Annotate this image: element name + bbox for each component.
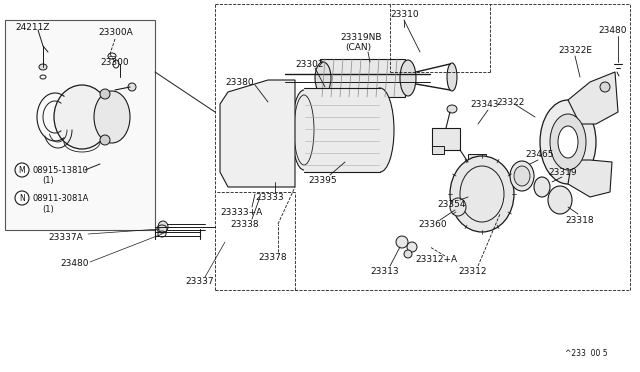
Text: 23337A: 23337A <box>48 232 83 241</box>
Ellipse shape <box>242 131 248 137</box>
Text: 23465: 23465 <box>525 150 554 158</box>
Text: (CAN): (CAN) <box>345 42 371 51</box>
Text: M: M <box>19 166 26 174</box>
Polygon shape <box>568 160 612 197</box>
Bar <box>468 154 486 168</box>
Bar <box>304 88 380 172</box>
Text: 23322: 23322 <box>496 97 524 106</box>
Text: 23378: 23378 <box>258 253 287 262</box>
Ellipse shape <box>100 135 110 145</box>
Ellipse shape <box>94 91 130 143</box>
Ellipse shape <box>234 88 294 180</box>
Bar <box>320 59 405 97</box>
Text: 23395: 23395 <box>308 176 337 185</box>
Text: 23322E: 23322E <box>558 45 592 55</box>
Text: 23338: 23338 <box>230 219 259 228</box>
Text: 23319NB: 23319NB <box>340 32 381 42</box>
Text: 23333+A: 23333+A <box>220 208 262 217</box>
Bar <box>5 20 155 230</box>
Text: 23300A: 23300A <box>98 28 132 36</box>
Polygon shape <box>568 72 618 124</box>
Ellipse shape <box>39 64 47 70</box>
Ellipse shape <box>450 156 514 232</box>
Bar <box>432 128 460 150</box>
Text: 23313: 23313 <box>370 267 399 276</box>
Ellipse shape <box>267 102 273 109</box>
Ellipse shape <box>548 186 572 214</box>
Text: (1): (1) <box>42 205 54 214</box>
Text: 23318: 23318 <box>565 215 594 224</box>
Text: (1): (1) <box>42 176 54 185</box>
Text: 23333: 23333 <box>255 192 284 202</box>
Ellipse shape <box>534 177 550 197</box>
Ellipse shape <box>276 113 282 119</box>
Bar <box>432 146 444 154</box>
Text: 23380: 23380 <box>225 77 253 87</box>
Ellipse shape <box>450 198 466 216</box>
Text: 23300: 23300 <box>100 58 129 67</box>
Ellipse shape <box>558 126 578 158</box>
Ellipse shape <box>158 221 168 233</box>
Text: 23360: 23360 <box>418 219 447 228</box>
Ellipse shape <box>447 63 457 91</box>
Ellipse shape <box>540 100 596 184</box>
Ellipse shape <box>510 161 534 191</box>
Text: 23337: 23337 <box>185 278 214 286</box>
Ellipse shape <box>404 250 412 258</box>
Ellipse shape <box>366 88 394 172</box>
Text: 23480: 23480 <box>60 260 88 269</box>
Text: 08915-13810: 08915-13810 <box>32 166 88 174</box>
Text: 23312+A: 23312+A <box>415 256 457 264</box>
Ellipse shape <box>128 83 136 91</box>
Polygon shape <box>220 80 295 187</box>
Text: 23302: 23302 <box>295 60 323 68</box>
Text: 24211Z: 24211Z <box>15 22 49 32</box>
Text: 23310: 23310 <box>390 10 419 19</box>
Ellipse shape <box>407 242 417 252</box>
Text: 23312: 23312 <box>458 267 486 276</box>
Ellipse shape <box>514 166 530 186</box>
Text: 23354: 23354 <box>437 199 465 208</box>
Ellipse shape <box>15 163 29 177</box>
Ellipse shape <box>267 160 273 166</box>
Text: N: N <box>19 193 25 202</box>
Ellipse shape <box>280 131 286 137</box>
Ellipse shape <box>276 149 282 155</box>
Text: 23480: 23480 <box>598 26 627 35</box>
Ellipse shape <box>400 60 416 96</box>
Text: 08911-3081A: 08911-3081A <box>32 193 88 202</box>
Ellipse shape <box>447 105 457 113</box>
Ellipse shape <box>315 62 331 94</box>
Ellipse shape <box>600 82 610 92</box>
Text: 23319: 23319 <box>548 167 577 176</box>
Ellipse shape <box>246 149 252 155</box>
Ellipse shape <box>100 89 110 99</box>
Ellipse shape <box>550 114 586 170</box>
Text: 23343: 23343 <box>470 99 499 109</box>
Ellipse shape <box>54 85 110 149</box>
Text: ^233  00 5: ^233 00 5 <box>565 350 607 359</box>
Ellipse shape <box>255 102 261 109</box>
Ellipse shape <box>255 160 261 166</box>
Ellipse shape <box>246 113 252 119</box>
Ellipse shape <box>292 90 316 170</box>
Ellipse shape <box>15 191 29 205</box>
Ellipse shape <box>396 236 408 248</box>
